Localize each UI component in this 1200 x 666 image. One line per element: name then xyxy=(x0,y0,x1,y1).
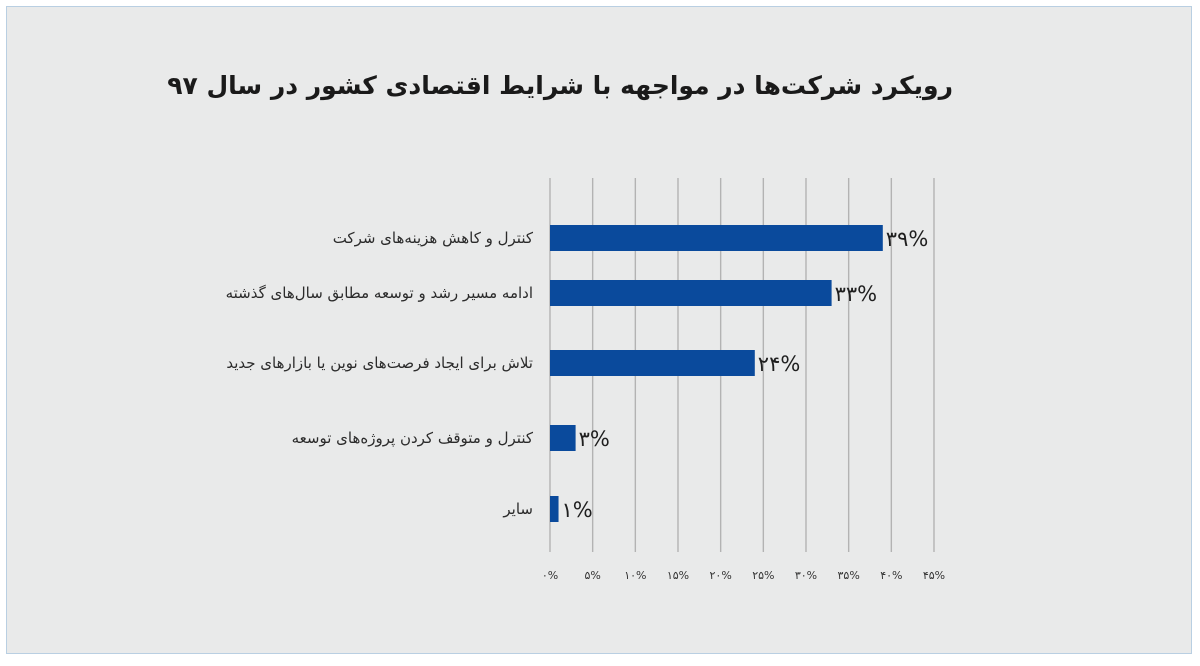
bars xyxy=(550,225,883,522)
data-label: ۳۹% xyxy=(886,227,929,251)
bar xyxy=(550,425,576,451)
bar xyxy=(550,225,883,251)
x-ticks: ۰% ۵% ۱۰% ۱۵% ۲۰% ۲۵% ۳۰% ۳۵% ۴۰% ۴۵% xyxy=(542,569,945,582)
category-label: کنترل و متوقف کردن پروژه‌های توسعه xyxy=(292,429,534,448)
x-tick-label: ۱۰% xyxy=(624,569,646,582)
bar xyxy=(550,350,755,376)
chart-title: رویکرد شرکت‌ها در مواجهه با شرایط اقتصاد… xyxy=(167,71,953,100)
data-label: ۳% xyxy=(579,427,610,451)
bar xyxy=(550,496,559,522)
data-label: ۱% xyxy=(562,498,593,522)
category-label: ادامه مسیر رشد و توسعه مطابق سال‌های گذش… xyxy=(226,284,533,302)
data-label: ۳۳% xyxy=(835,282,878,306)
bar xyxy=(550,280,832,306)
x-tick-label: ۳۵% xyxy=(838,569,860,582)
x-tick-label: ۲۵% xyxy=(752,569,774,582)
labels: ۳۹% کنترل و کاهش هزینه‌های شرکت ۳۳% ادامه م… xyxy=(226,227,929,522)
category-label: تلاش برای ایجاد فرصت‌های نوین یا بازارها… xyxy=(226,354,533,372)
x-tick-label: ۲۰% xyxy=(710,569,732,582)
x-tick-label: ۳۰% xyxy=(795,569,817,582)
x-tick-label: ۵% xyxy=(584,569,600,582)
category-label: سایر xyxy=(502,500,533,518)
x-tick-label: ۰% xyxy=(542,569,558,582)
x-tick-label: ۴۰% xyxy=(880,569,902,582)
category-label: کنترل و کاهش هزینه‌های شرکت xyxy=(333,229,534,247)
chart-frame: رویکرد شرکت‌ها در مواجهه با شرایط اقتصاد… xyxy=(6,6,1192,654)
x-tick-label: ۴۵% xyxy=(923,569,945,582)
x-tick-label: ۱۵% xyxy=(667,569,689,582)
data-label: ۲۴% xyxy=(758,352,801,376)
